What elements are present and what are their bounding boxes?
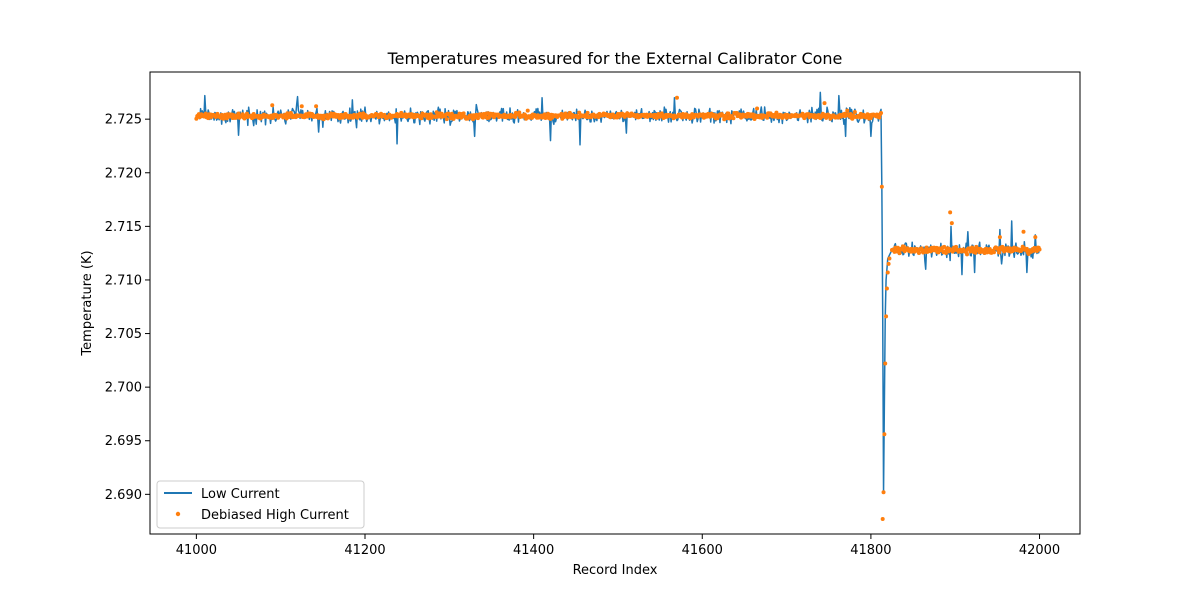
high-current-point <box>236 111 241 116</box>
chart-title: Temperatures measured for the External C… <box>387 49 843 68</box>
high-current-point <box>765 115 770 120</box>
high-current-point <box>822 101 827 106</box>
high-current-point <box>881 490 886 495</box>
plot-area <box>149 71 1081 535</box>
legend-label-debiased-high-current: Debiased High Current <box>201 508 349 523</box>
high-current-point <box>270 103 275 108</box>
high-current-point <box>884 314 889 319</box>
x-axis-ticks: 41000 41200 41400 41600 41800 42000 <box>176 534 1060 558</box>
high-current-point <box>883 361 888 366</box>
high-current-point <box>525 108 530 113</box>
y-tick-label: 2.725 <box>105 113 142 128</box>
high-current-point <box>1037 247 1042 252</box>
x-tick-label: 42000 <box>1019 543 1060 558</box>
high-current-point <box>948 210 953 215</box>
y-tick-label: 2.695 <box>105 434 142 449</box>
high-current-point <box>997 235 1002 240</box>
high-current-point <box>755 106 760 111</box>
high-current-point <box>774 110 779 115</box>
x-axis-label: Record Index <box>573 563 658 578</box>
high-current-point <box>879 110 884 115</box>
high-current-point <box>1021 229 1026 234</box>
legend-swatch-debiased-high-current <box>175 511 181 517</box>
high-current-point <box>880 516 885 521</box>
high-current-point <box>879 184 884 189</box>
high-current-point <box>852 110 857 115</box>
high-current-point <box>419 116 424 121</box>
high-current-point <box>877 115 882 120</box>
high-current-point <box>886 261 891 266</box>
x-tick-label: 41800 <box>850 543 891 558</box>
legend-box <box>156 480 365 529</box>
high-current-point <box>517 110 522 115</box>
high-current-point <box>885 270 890 275</box>
high-current-point <box>731 116 736 121</box>
high-current-point <box>949 221 954 226</box>
high-current-point <box>461 111 466 116</box>
y-tick-label: 2.700 <box>105 381 142 396</box>
y-tick-label: 2.715 <box>105 220 142 235</box>
high-current-point <box>513 115 518 120</box>
legend: Low Current Debiased High Current <box>156 480 365 529</box>
high-current-point <box>240 112 245 117</box>
high-current-point <box>997 250 1002 255</box>
high-current-point <box>916 251 921 256</box>
high-current-point <box>887 256 892 261</box>
y-axis-ticks: 2.690 2.695 2.700 2.705 2.710 2.715 2.720 2.725 <box>105 113 150 503</box>
high-current-point <box>299 104 304 109</box>
high-current-point <box>475 116 480 121</box>
series-debiased-high-current <box>194 95 1042 521</box>
high-current-point <box>1033 235 1038 240</box>
y-tick-label: 2.705 <box>105 327 142 342</box>
plot-background <box>150 72 1080 534</box>
x-tick-label: 41600 <box>682 543 723 558</box>
y-tick-label: 2.690 <box>105 488 142 503</box>
y-tick-label: 2.720 <box>105 166 142 181</box>
plot-frame <box>149 71 1081 535</box>
x-tick-label: 41000 <box>176 543 217 558</box>
high-current-point <box>845 108 850 113</box>
x-tick-label: 41400 <box>513 543 554 558</box>
high-current-point <box>884 286 889 291</box>
x-tick-label: 41200 <box>344 543 385 558</box>
high-current-point <box>314 104 319 109</box>
high-current-point <box>444 117 449 122</box>
high-current-point <box>585 110 590 115</box>
high-current-point <box>882 432 887 437</box>
y-tick-label: 2.710 <box>105 273 142 288</box>
high-current-point <box>992 250 996 255</box>
high-current-point <box>965 252 970 257</box>
y-axis-label: Temperature (K) <box>80 250 95 356</box>
high-current-point <box>321 117 326 122</box>
legend-label-low-current: Low Current <box>201 487 280 502</box>
high-current-point <box>674 95 679 100</box>
high-current-point <box>897 251 902 256</box>
